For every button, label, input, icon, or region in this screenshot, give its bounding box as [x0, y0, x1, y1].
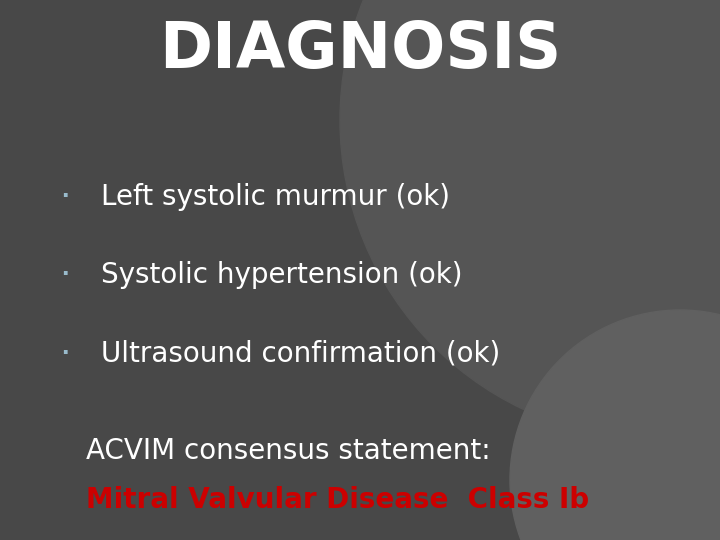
Circle shape [340, 0, 720, 440]
Text: ·: · [59, 259, 71, 292]
Text: Ultrasound confirmation (ok): Ultrasound confirmation (ok) [101, 340, 500, 368]
Text: ·: · [59, 337, 71, 370]
Text: ACVIM consensus statement:: ACVIM consensus statement: [86, 437, 491, 465]
Circle shape [510, 310, 720, 540]
Text: Systolic hypertension (ok): Systolic hypertension (ok) [101, 261, 462, 289]
Text: Mitral Valvular Disease  Class Ib: Mitral Valvular Disease Class Ib [86, 485, 590, 514]
Text: ·: · [59, 180, 71, 214]
Text: DIAGNOSIS: DIAGNOSIS [159, 19, 561, 81]
Text: Left systolic murmur (ok): Left systolic murmur (ok) [101, 183, 450, 211]
